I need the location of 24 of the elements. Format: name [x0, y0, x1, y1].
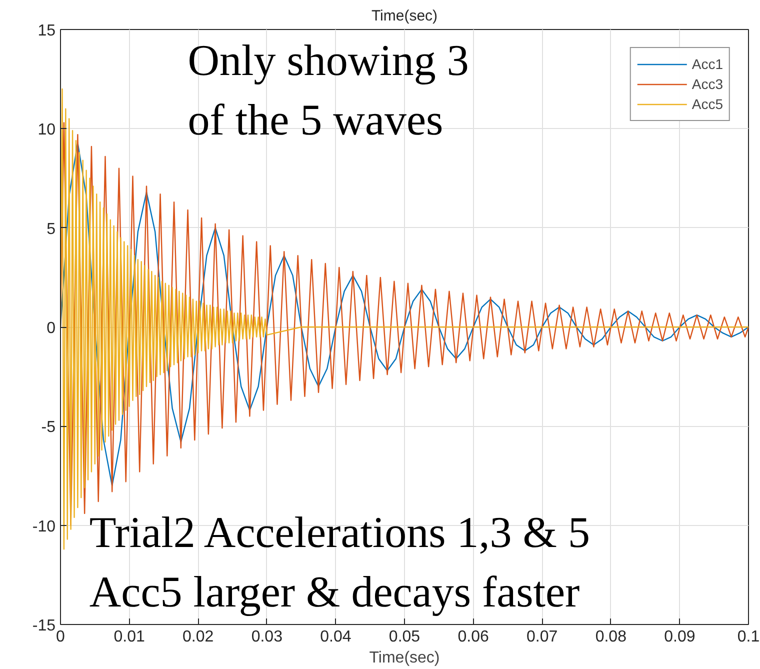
annotation: Trial2 Accelerations 1,3 & 5 Acc5 larger & decays faster: [89, 508, 590, 617]
y-tick-label: 0: [46, 320, 56, 337]
x-tick-label: 0.01: [114, 628, 145, 646]
legend-label: Acc3: [692, 76, 723, 92]
x-tick-label: 0.04: [320, 628, 352, 646]
annotation: Only showing 3 of the 5 waves: [188, 36, 469, 145]
y-tick-label: -5: [41, 419, 56, 436]
x-tick-label: 0.07: [526, 628, 558, 646]
x-tick-label: 0.02: [182, 628, 214, 646]
x-tick-label: 0.03: [251, 628, 283, 646]
x-tick-label: 0.05: [388, 628, 420, 646]
x-tick-label: 0.09: [664, 628, 696, 646]
x-axis-title: Time(sec): [369, 650, 440, 666]
y-tick-label: -10: [32, 518, 56, 536]
x-tick-label: 0.08: [595, 628, 627, 646]
legend-label: Acc5: [692, 96, 723, 112]
x-tick-label: 0.1: [737, 628, 760, 646]
y-tick-label: 15: [38, 22, 56, 40]
chart-title: Time(sec): [371, 8, 438, 24]
y-tick-label: 5: [46, 220, 56, 238]
legend-label: Acc1: [692, 56, 723, 72]
y-tick-label: 10: [38, 122, 56, 139]
x-tick-label: 0.06: [458, 628, 489, 646]
y-tick-label: -15: [32, 618, 56, 634]
